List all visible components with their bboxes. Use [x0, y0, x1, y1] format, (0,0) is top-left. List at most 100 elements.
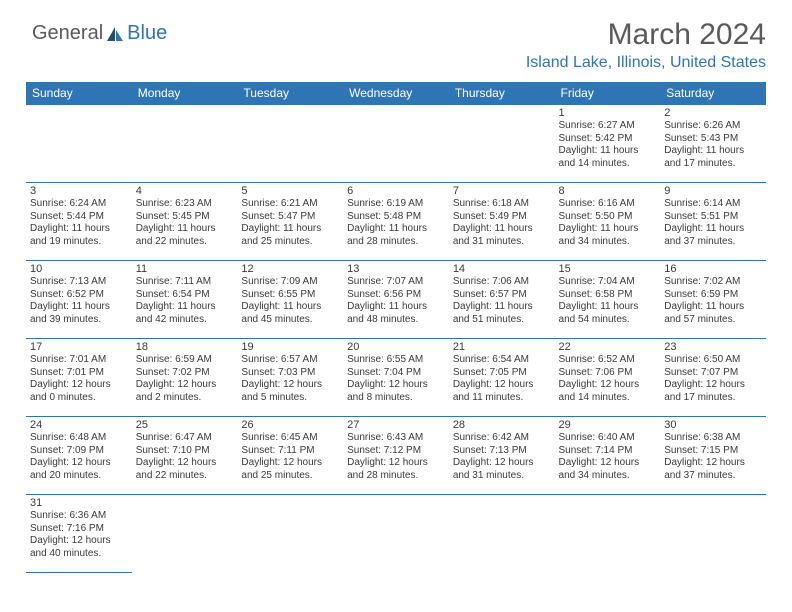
sunset-text: Sunset: 5:49 PM — [453, 211, 551, 224]
dayhead-sat: Saturday — [660, 82, 766, 105]
daylight-text: and 57 minutes. — [664, 314, 762, 327]
sunrise-text: Sunrise: 7:13 AM — [30, 276, 128, 289]
day-cell: 9Sunrise: 6:14 AMSunset: 5:51 PMDaylight… — [660, 183, 766, 261]
logo: General Blue — [32, 18, 167, 45]
sunrise-text: Sunrise: 6:55 AM — [347, 354, 445, 367]
sunset-text: Sunset: 7:01 PM — [30, 367, 128, 380]
daylight-text: and 51 minutes. — [453, 314, 551, 327]
sunset-text: Sunset: 7:03 PM — [241, 367, 339, 380]
day-cell: 15Sunrise: 7:04 AMSunset: 6:58 PMDayligh… — [555, 261, 661, 339]
daylight-text: and 22 minutes. — [136, 236, 234, 249]
daylight-text: and 11 minutes. — [453, 392, 551, 405]
sunrise-text: Sunrise: 6:48 AM — [30, 432, 128, 445]
daylight-text: and 48 minutes. — [347, 314, 445, 327]
day-cell: 18Sunrise: 6:59 AMSunset: 7:02 PMDayligh… — [132, 339, 238, 417]
daylight-text: and 31 minutes. — [453, 236, 551, 249]
day-number: 20 — [347, 341, 445, 353]
daylight-text: Daylight: 12 hours — [453, 379, 551, 392]
day-number: 18 — [136, 341, 234, 353]
daylight-text: and 8 minutes. — [347, 392, 445, 405]
empty-cell — [449, 105, 555, 183]
day-cell: 4Sunrise: 6:23 AMSunset: 5:45 PMDaylight… — [132, 183, 238, 261]
day-cell: 13Sunrise: 7:07 AMSunset: 6:56 PMDayligh… — [343, 261, 449, 339]
empty-cell — [449, 495, 555, 573]
sunset-text: Sunset: 7:13 PM — [453, 445, 551, 458]
sunset-text: Sunset: 5:45 PM — [136, 211, 234, 224]
day-cell: 10Sunrise: 7:13 AMSunset: 6:52 PMDayligh… — [26, 261, 132, 339]
daylight-text: and 39 minutes. — [30, 314, 128, 327]
daylight-text: Daylight: 11 hours — [664, 145, 762, 158]
day-number: 4 — [136, 185, 234, 197]
sunrise-text: Sunrise: 6:14 AM — [664, 198, 762, 211]
day-number: 13 — [347, 263, 445, 275]
day-number: 22 — [559, 341, 657, 353]
sunrise-text: Sunrise: 7:02 AM — [664, 276, 762, 289]
sunset-text: Sunset: 5:51 PM — [664, 211, 762, 224]
day-cell: 24Sunrise: 6:48 AMSunset: 7:09 PMDayligh… — [26, 417, 132, 495]
daylight-text: and 14 minutes. — [559, 158, 657, 171]
day-number: 17 — [30, 341, 128, 353]
sunrise-text: Sunrise: 6:24 AM — [30, 198, 128, 211]
daylight-text: and 20 minutes. — [30, 470, 128, 483]
day-cell: 19Sunrise: 6:57 AMSunset: 7:03 PMDayligh… — [237, 339, 343, 417]
day-number: 8 — [559, 185, 657, 197]
day-cell: 16Sunrise: 7:02 AMSunset: 6:59 PMDayligh… — [660, 261, 766, 339]
daylight-text: Daylight: 11 hours — [347, 301, 445, 314]
sunrise-text: Sunrise: 6:59 AM — [136, 354, 234, 367]
daylight-text: Daylight: 11 hours — [453, 301, 551, 314]
daylight-text: Daylight: 11 hours — [664, 301, 762, 314]
day-number: 10 — [30, 263, 128, 275]
sunset-text: Sunset: 6:57 PM — [453, 289, 551, 302]
day-cell: 11Sunrise: 7:11 AMSunset: 6:54 PMDayligh… — [132, 261, 238, 339]
title-block: March 2024 Island Lake, Illinois, United… — [526, 18, 766, 72]
daylight-text: and 37 minutes. — [664, 236, 762, 249]
sunset-text: Sunset: 5:48 PM — [347, 211, 445, 224]
empty-cell — [26, 105, 132, 183]
daylight-text: Daylight: 12 hours — [664, 457, 762, 470]
daylight-text: Daylight: 11 hours — [664, 223, 762, 236]
daylight-text: Daylight: 11 hours — [136, 301, 234, 314]
sunrise-text: Sunrise: 6:50 AM — [664, 354, 762, 367]
day-number: 7 — [453, 185, 551, 197]
day-number: 30 — [664, 419, 762, 431]
day-number: 6 — [347, 185, 445, 197]
day-cell: 29Sunrise: 6:40 AMSunset: 7:14 PMDayligh… — [555, 417, 661, 495]
sunrise-text: Sunrise: 6:21 AM — [241, 198, 339, 211]
sunrise-text: Sunrise: 6:19 AM — [347, 198, 445, 211]
daylight-text: and 31 minutes. — [453, 470, 551, 483]
daylight-text: Daylight: 12 hours — [664, 379, 762, 392]
day-cell: 23Sunrise: 6:50 AMSunset: 7:07 PMDayligh… — [660, 339, 766, 417]
daylight-text: Daylight: 12 hours — [136, 457, 234, 470]
calendar-table: Sunday Monday Tuesday Wednesday Thursday… — [26, 82, 766, 573]
daylight-text: Daylight: 12 hours — [30, 535, 128, 548]
sunrise-text: Sunrise: 6:57 AM — [241, 354, 339, 367]
day-number: 23 — [664, 341, 762, 353]
day-cell: 25Sunrise: 6:47 AMSunset: 7:10 PMDayligh… — [132, 417, 238, 495]
daylight-text: and 42 minutes. — [136, 314, 234, 327]
day-cell: 8Sunrise: 6:16 AMSunset: 5:50 PMDaylight… — [555, 183, 661, 261]
sunrise-text: Sunrise: 6:23 AM — [136, 198, 234, 211]
daylight-text: Daylight: 12 hours — [241, 457, 339, 470]
daylight-text: and 45 minutes. — [241, 314, 339, 327]
daylight-text: and 14 minutes. — [559, 392, 657, 405]
empty-cell — [555, 495, 661, 573]
calendar-row: 24Sunrise: 6:48 AMSunset: 7:09 PMDayligh… — [26, 417, 766, 495]
daylight-text: Daylight: 12 hours — [136, 379, 234, 392]
sunrise-text: Sunrise: 6:38 AM — [664, 432, 762, 445]
sunset-text: Sunset: 6:56 PM — [347, 289, 445, 302]
sunrise-text: Sunrise: 6:26 AM — [664, 120, 762, 133]
daylight-text: and 34 minutes. — [559, 470, 657, 483]
daylight-text: Daylight: 12 hours — [30, 379, 128, 392]
sunset-text: Sunset: 6:54 PM — [136, 289, 234, 302]
day-cell: 7Sunrise: 6:18 AMSunset: 5:49 PMDaylight… — [449, 183, 555, 261]
calendar-row: 17Sunrise: 7:01 AMSunset: 7:01 PMDayligh… — [26, 339, 766, 417]
day-cell: 14Sunrise: 7:06 AMSunset: 6:57 PMDayligh… — [449, 261, 555, 339]
daylight-text: and 37 minutes. — [664, 470, 762, 483]
sunrise-text: Sunrise: 7:06 AM — [453, 276, 551, 289]
sunset-text: Sunset: 6:58 PM — [559, 289, 657, 302]
sunset-text: Sunset: 7:04 PM — [347, 367, 445, 380]
daylight-text: Daylight: 11 hours — [136, 223, 234, 236]
day-cell: 28Sunrise: 6:42 AMSunset: 7:13 PMDayligh… — [449, 417, 555, 495]
sunset-text: Sunset: 5:50 PM — [559, 211, 657, 224]
daylight-text: and 17 minutes. — [664, 392, 762, 405]
